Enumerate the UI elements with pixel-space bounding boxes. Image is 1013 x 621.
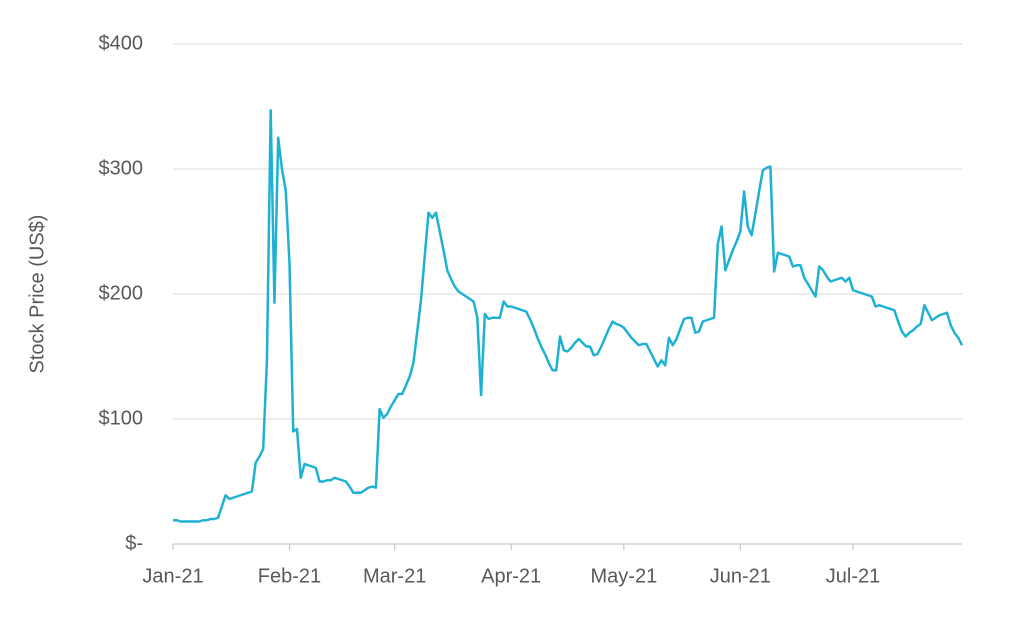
y-tick-label: $400 [99, 32, 144, 54]
y-axis-label: Stock Price (US$) [26, 215, 48, 374]
x-tick-label: Apr-21 [481, 565, 541, 587]
x-tick-label: Jan-21 [142, 565, 203, 587]
y-tick-label: $300 [99, 157, 144, 179]
y-tick-label: $100 [99, 407, 144, 429]
x-tick-label: Jul-21 [826, 565, 880, 587]
x-tick-label: Feb-21 [258, 565, 321, 587]
x-tick-label: May-21 [591, 565, 658, 587]
y-tick-label: $200 [99, 282, 144, 304]
y-tick-label: $- [125, 532, 143, 554]
x-tick-label: Mar-21 [363, 565, 426, 587]
x-tick-label: Jun-21 [710, 565, 771, 587]
price-line [173, 109, 964, 523]
